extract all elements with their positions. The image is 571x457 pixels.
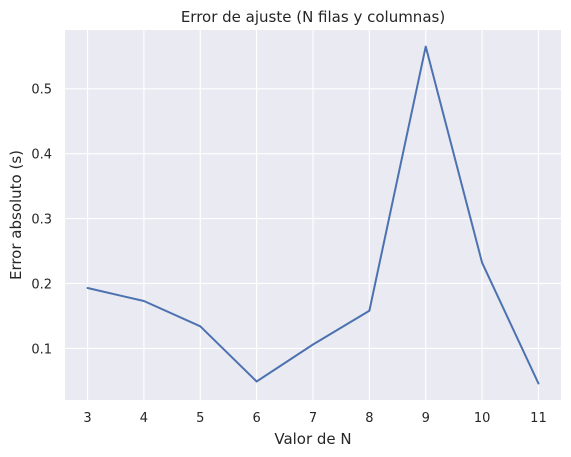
x-tick-label: 10 [474,411,491,426]
y-tick-label: 0.1 [31,342,52,357]
chart-title: Error de ajuste (N filas y columnas) [181,8,445,26]
y-tick-label: 0.3 [31,213,52,228]
y-tick-label: 0.4 [31,148,52,163]
y-axis-label: Error absoluto (s) [7,150,25,280]
x-axis-label: Valor de N [274,430,351,448]
x-axis-ticks: 3 4 5 6 7 8 9 10 11 [83,411,546,426]
x-tick-label: 4 [140,411,148,426]
x-tick-label: 7 [309,411,317,426]
y-tick-label: 0.2 [31,277,52,292]
x-tick-label: 9 [422,411,430,426]
series-line [86,45,540,385]
y-axis-ticks: 0.1 0.2 0.3 0.4 0.5 [31,83,52,358]
grid [65,30,561,400]
y-tick-label: 0.5 [31,83,52,98]
x-tick-label: 6 [252,411,260,426]
x-tick-label: 3 [83,411,91,426]
x-tick-label: 8 [365,411,373,426]
x-tick-label: 5 [196,411,204,426]
x-tick-label: 11 [530,411,547,426]
